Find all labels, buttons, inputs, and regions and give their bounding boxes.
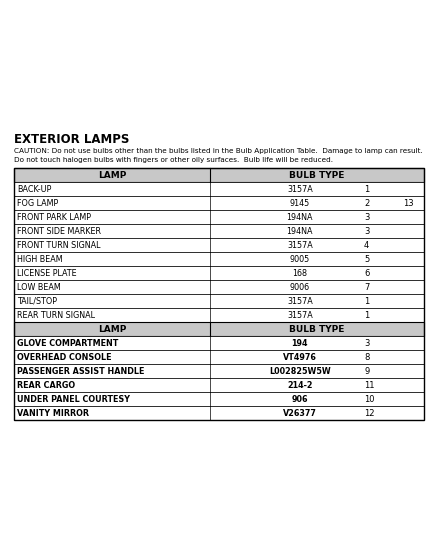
Bar [14,378,424,392]
Text: FRONT PARK LAMP: FRONT PARK LAMP [17,213,91,222]
Bar [14,168,424,420]
Bar [14,266,424,280]
Bar [14,210,424,224]
Text: Do not touch halogen bulbs with fingers or other oily surfaces.  Bulb life will : Do not touch halogen bulbs with fingers … [14,157,333,163]
Bar [14,196,424,210]
Text: 194NA: 194NA [286,227,313,236]
Text: 4: 4 [364,240,369,249]
Text: FOG LAMP: FOG LAMP [17,198,58,207]
Text: BULB TYPE: BULB TYPE [290,325,345,334]
Text: 3157A: 3157A [287,296,313,305]
Text: LICENSE PLATE: LICENSE PLATE [17,269,77,278]
Text: 5: 5 [364,254,369,263]
Text: BACK-UP: BACK-UP [17,184,51,193]
Bar [14,364,424,378]
Bar [14,280,424,294]
Text: V26377: V26377 [283,408,317,417]
Text: FRONT TURN SIGNAL: FRONT TURN SIGNAL [17,240,100,249]
Text: 12: 12 [364,408,374,417]
Text: 168: 168 [293,269,307,278]
Text: 194NA: 194NA [286,213,313,222]
Bar [14,308,424,322]
Text: 3: 3 [364,338,370,348]
Text: 9005: 9005 [290,254,310,263]
Bar [14,182,424,196]
Bar [14,392,424,406]
Text: FRONT SIDE MARKER: FRONT SIDE MARKER [17,227,101,236]
Text: 7: 7 [364,282,370,292]
Text: 3: 3 [364,213,370,222]
Bar [14,168,424,182]
Text: LOW BEAM: LOW BEAM [17,282,61,292]
Bar [14,406,424,420]
Text: 9006: 9006 [290,282,310,292]
Bar [14,294,424,308]
Text: 1: 1 [364,311,369,319]
Text: 9145: 9145 [290,198,310,207]
Text: 9: 9 [364,367,369,376]
Text: 3157A: 3157A [287,184,313,193]
Text: 1: 1 [364,296,369,305]
Text: LAMP: LAMP [98,171,126,180]
Bar [14,336,424,350]
Text: 6: 6 [364,269,370,278]
Text: GLOVE COMPARTMENT: GLOVE COMPARTMENT [17,338,118,348]
Bar [14,238,424,252]
Bar [14,350,424,364]
Text: REAR TURN SIGNAL: REAR TURN SIGNAL [17,311,95,319]
Text: 13: 13 [403,198,413,207]
Text: EXTERIOR LAMPS: EXTERIOR LAMPS [14,133,129,146]
Text: HIGH BEAM: HIGH BEAM [17,254,63,263]
Text: CAUTION: Do not use bulbs other than the bulbs listed in the Bulb Application Ta: CAUTION: Do not use bulbs other than the… [14,148,423,154]
Bar [14,224,424,238]
Text: LAMP: LAMP [98,325,126,334]
Text: VANITY MIRROR: VANITY MIRROR [17,408,89,417]
Text: 906: 906 [292,394,308,403]
Text: TAIL/STOP: TAIL/STOP [17,296,57,305]
Text: 1: 1 [364,184,369,193]
Text: REAR CARGO: REAR CARGO [17,381,75,390]
Text: BULB TYPE: BULB TYPE [290,171,345,180]
Text: 10: 10 [364,394,374,403]
Text: VT4976: VT4976 [283,352,317,361]
Text: UNDER PANEL COURTESY: UNDER PANEL COURTESY [17,394,130,403]
Bar [14,322,424,336]
Bar [14,252,424,266]
Text: PASSENGER ASSIST HANDLE: PASSENGER ASSIST HANDLE [17,367,145,376]
Text: OVERHEAD CONSOLE: OVERHEAD CONSOLE [17,352,112,361]
Text: 3: 3 [364,227,370,236]
Text: 3157A: 3157A [287,240,313,249]
Text: 11: 11 [364,381,374,390]
Text: L002825W5W: L002825W5W [269,367,331,376]
Text: 8: 8 [364,352,370,361]
Text: 3157A: 3157A [287,311,313,319]
Text: 2: 2 [364,198,369,207]
Text: 214-2: 214-2 [287,381,313,390]
Text: 194: 194 [292,338,308,348]
